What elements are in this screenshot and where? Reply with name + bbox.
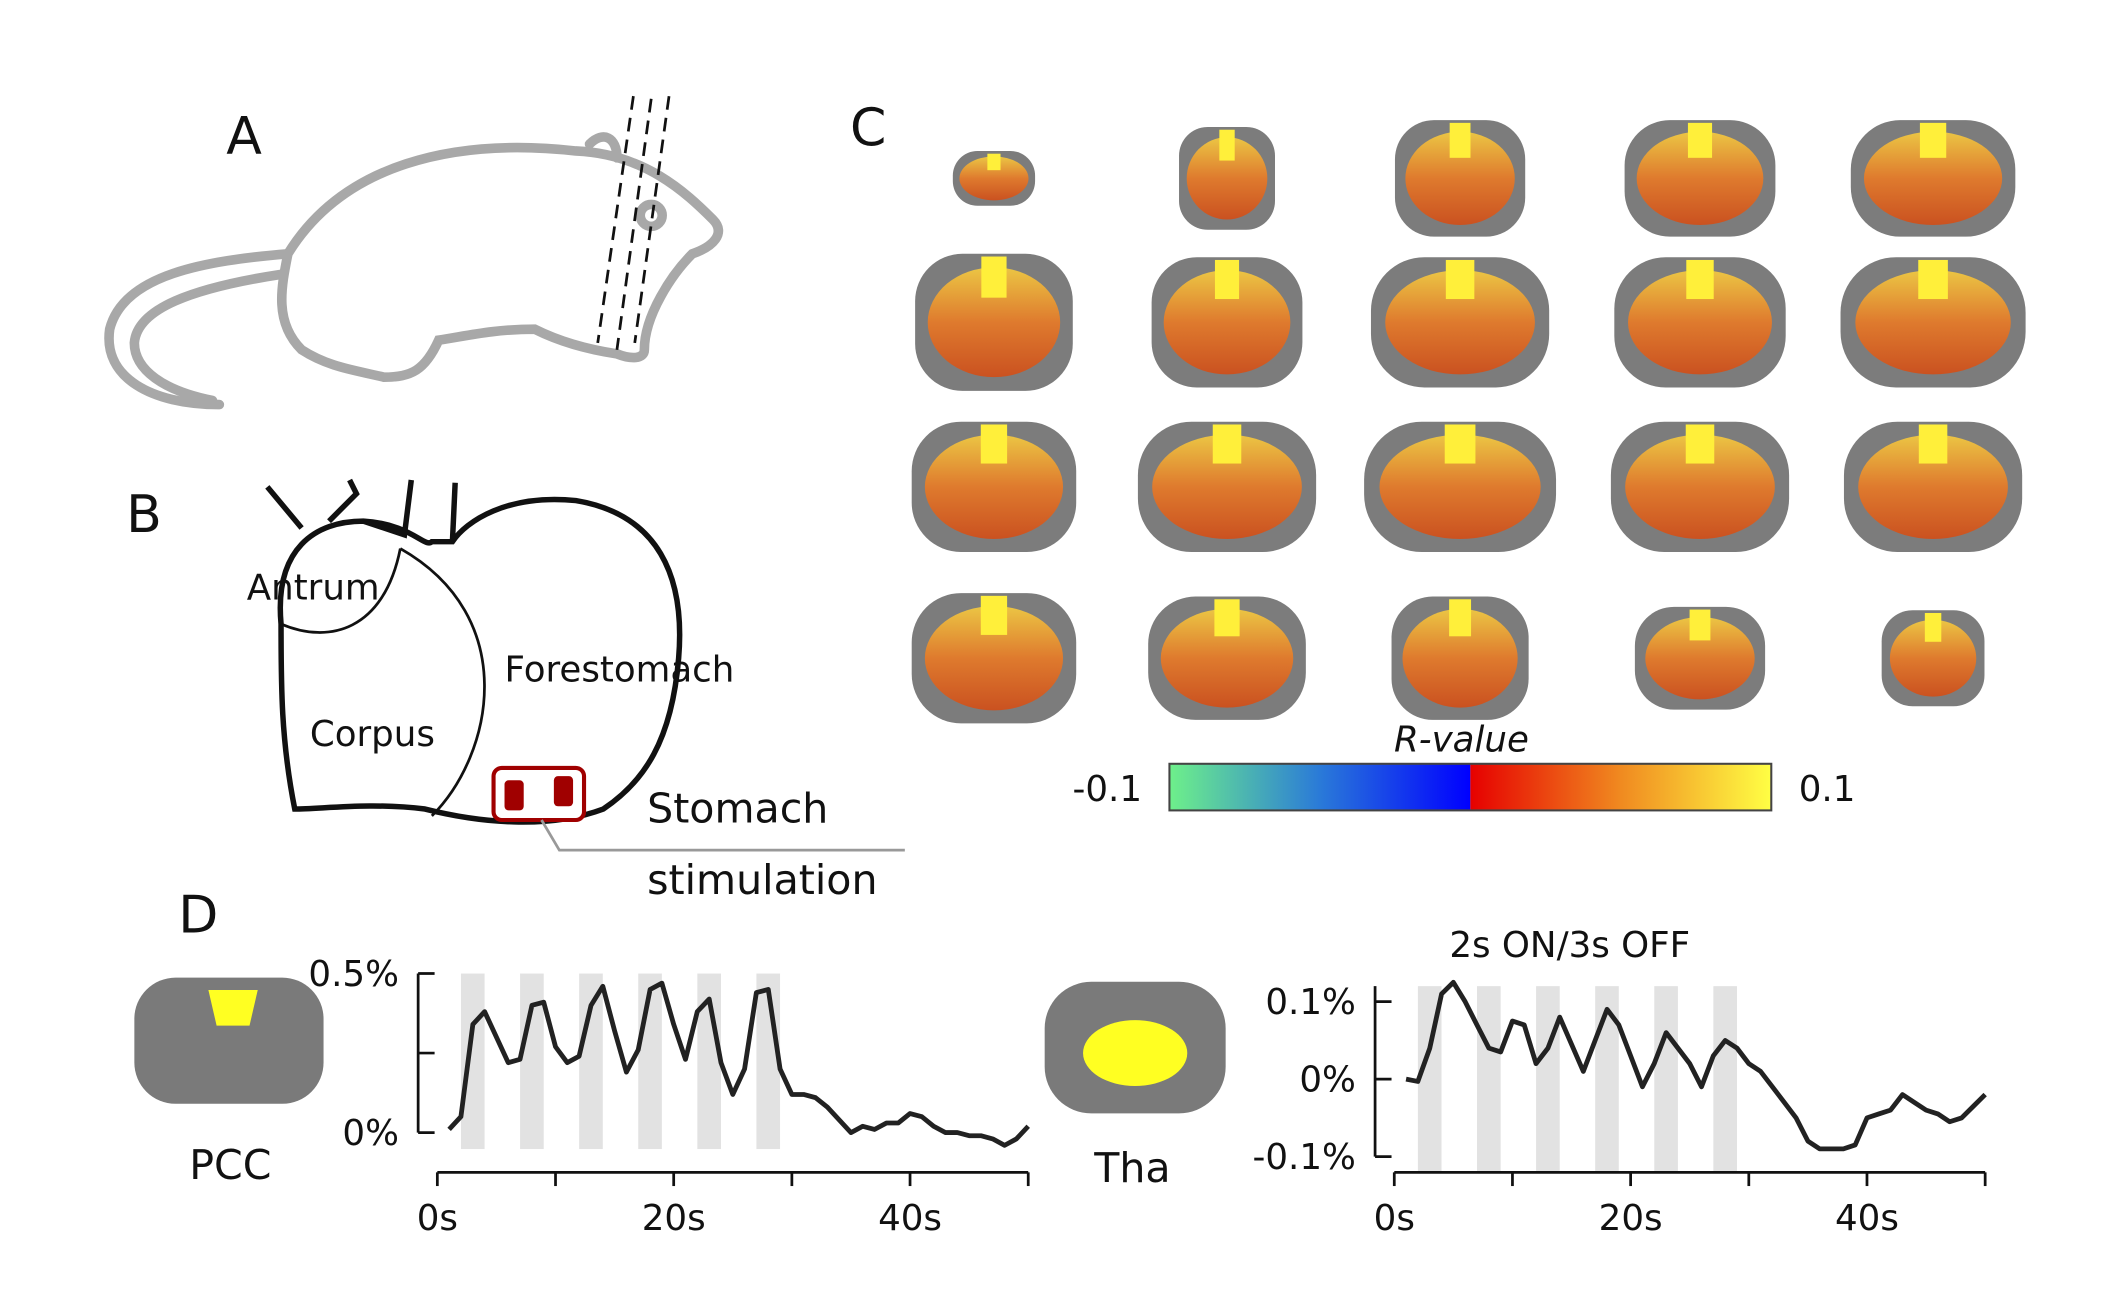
chart-title: 2s ON/3s OFF bbox=[1449, 925, 1690, 966]
panel-label: D bbox=[178, 885, 218, 945]
activation-peak bbox=[1918, 424, 1948, 464]
stimulation-band bbox=[1713, 986, 1737, 1174]
panel-label: C bbox=[850, 98, 886, 158]
stomach-drawing bbox=[265, 478, 683, 825]
activation-map bbox=[1163, 270, 1291, 375]
activation-peak bbox=[1214, 259, 1240, 300]
rat-drawing bbox=[104, 132, 724, 410]
activation-map bbox=[1636, 131, 1764, 225]
activation-peak bbox=[980, 424, 1008, 464]
x-tick-label: 20s bbox=[642, 1198, 706, 1239]
activation-peak bbox=[1689, 609, 1711, 641]
activation-peak bbox=[1449, 599, 1472, 637]
activation-map bbox=[1889, 619, 1977, 697]
electrode-label: Stomach bbox=[647, 785, 828, 833]
colorbar-label: R-value bbox=[1394, 719, 1529, 760]
activation-map bbox=[1152, 434, 1302, 539]
activation-peak bbox=[1444, 424, 1476, 464]
activation-map bbox=[1858, 434, 2008, 539]
region-label: Antrum bbox=[247, 567, 380, 608]
activation-map bbox=[1402, 608, 1518, 708]
activation-peak bbox=[1918, 259, 1948, 300]
activation-peak bbox=[980, 595, 1008, 635]
activation-peak bbox=[1214, 599, 1240, 637]
y-tick-label: 0% bbox=[1299, 1059, 1356, 1100]
activation-peak bbox=[1687, 122, 1713, 158]
brain-slices bbox=[911, 120, 2026, 724]
colorbar-cold bbox=[1169, 763, 1471, 811]
activation-peak bbox=[1449, 122, 1471, 158]
data-line bbox=[1405, 979, 1987, 1152]
activation-peak bbox=[1919, 122, 1947, 158]
stimulation-band bbox=[520, 973, 544, 1150]
x-tick-label: 20s bbox=[1599, 1198, 1663, 1239]
activation-map bbox=[927, 267, 1061, 378]
activation-map bbox=[924, 606, 1064, 711]
stimulation-band bbox=[1595, 986, 1619, 1174]
panel-label: B bbox=[126, 485, 162, 545]
region-label: Forestomach bbox=[505, 650, 735, 691]
activation-map bbox=[924, 434, 1064, 539]
stimulation-band bbox=[1417, 986, 1442, 1174]
y-tick-label: 0.5% bbox=[308, 954, 399, 995]
activation-map bbox=[1628, 270, 1772, 375]
activation-map bbox=[1625, 434, 1775, 539]
activation-map bbox=[1379, 434, 1541, 539]
line-chart: -0.1% 0% 0.1% 0s 20s 40s bbox=[1253, 979, 1987, 1239]
activation-peak bbox=[1924, 612, 1942, 642]
y-tick-label: 0% bbox=[342, 1113, 399, 1154]
electrode-lines bbox=[596, 95, 671, 350]
line-chart: 0% 0.5% 0s 20s 40s bbox=[308, 954, 1030, 1239]
colorbar-frame bbox=[1168, 762, 1773, 812]
stimulation-band bbox=[1654, 986, 1678, 1174]
panel-label: A bbox=[226, 107, 262, 167]
roi-label: Tha bbox=[1093, 1144, 1170, 1192]
stimulation-band bbox=[579, 973, 603, 1150]
y-tick-label: 0.1% bbox=[1265, 982, 1356, 1023]
activation-peak bbox=[1219, 129, 1235, 161]
activation-peak bbox=[1685, 424, 1715, 464]
colorbar-warm bbox=[1470, 763, 1772, 811]
colorbar-tick-label: -0.1 bbox=[1073, 769, 1143, 810]
activation-map bbox=[1160, 608, 1294, 708]
roi-thumbnail bbox=[134, 977, 1226, 1114]
region-label: Corpus bbox=[310, 714, 435, 755]
activation-map bbox=[959, 156, 1029, 201]
colorbar: -0.1 0.1 bbox=[1073, 762, 1856, 812]
electrode-label: stimulation bbox=[647, 856, 877, 904]
roi-label: PCC bbox=[189, 1141, 271, 1189]
activation-peak bbox=[987, 153, 1001, 171]
x-tick-label: 0s bbox=[1374, 1198, 1415, 1239]
activation-peak bbox=[1445, 259, 1475, 300]
activation-map bbox=[1855, 270, 2011, 375]
activation-peak bbox=[1686, 259, 1714, 300]
stimulation-band bbox=[460, 973, 485, 1150]
activation-map bbox=[1186, 137, 1268, 220]
x-tick-label: 40s bbox=[878, 1198, 942, 1239]
x-tick-label: 40s bbox=[1835, 1198, 1899, 1239]
stimulation-band bbox=[1476, 986, 1501, 1174]
stimulation-band bbox=[697, 973, 721, 1150]
activation-peak bbox=[1212, 424, 1242, 464]
x-tick-label: 0s bbox=[417, 1198, 458, 1239]
stimulation-band bbox=[1536, 986, 1560, 1174]
activation-map bbox=[1385, 270, 1535, 375]
data-line bbox=[447, 980, 1030, 1148]
y-tick-label: -0.1% bbox=[1253, 1137, 1356, 1178]
activation-map bbox=[1863, 131, 2003, 225]
activation-map bbox=[1405, 131, 1515, 225]
activation-map bbox=[1645, 617, 1755, 700]
activation-peak bbox=[981, 256, 1007, 298]
electrode bbox=[491, 765, 905, 852]
colorbar-tick-label: 0.1 bbox=[1799, 769, 1856, 810]
